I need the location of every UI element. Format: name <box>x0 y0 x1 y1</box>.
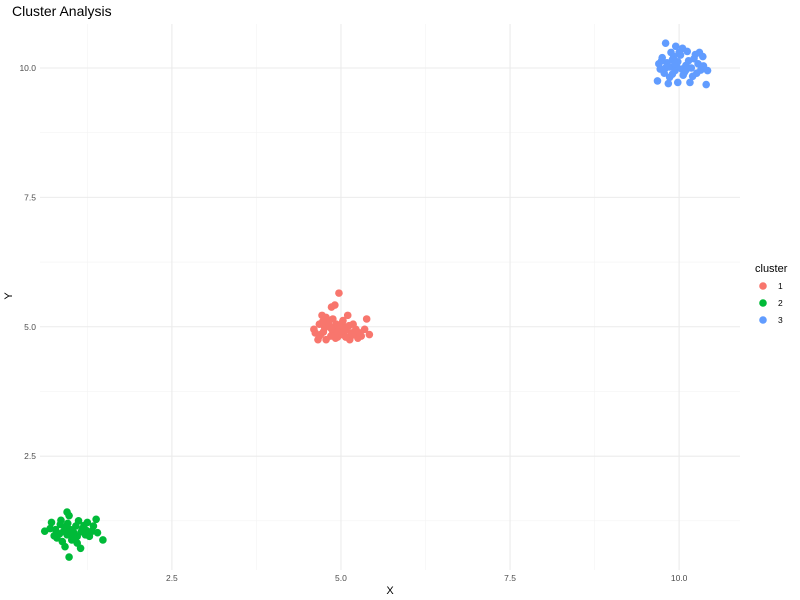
data-point <box>65 553 73 561</box>
data-point <box>89 522 98 530</box>
data-point <box>93 528 102 537</box>
data-point <box>63 519 72 528</box>
data-point <box>327 303 336 311</box>
data-point <box>331 334 340 342</box>
y-tick-label: 5.0 <box>24 322 36 332</box>
data-point <box>327 325 336 333</box>
x-tick-label: 7.5 <box>504 573 516 583</box>
data-point <box>72 522 80 530</box>
legend-label: 2 <box>778 298 783 308</box>
legend-key <box>759 316 767 324</box>
data-point <box>50 532 59 540</box>
x-tick-label: 2.5 <box>166 573 178 583</box>
data-point <box>61 542 69 551</box>
data-point <box>673 78 682 87</box>
data-point <box>333 328 342 336</box>
data-point <box>699 52 707 61</box>
x-axis-ticks: 2.5 5.0 7.5 10.0 <box>166 573 688 583</box>
legend-key <box>759 282 767 290</box>
data-point <box>340 327 349 335</box>
y-axis-title: Y <box>3 292 15 300</box>
grid <box>40 24 740 570</box>
data-point <box>99 536 107 544</box>
data-point <box>365 330 374 339</box>
legend-title: cluster <box>755 263 788 275</box>
data-point <box>671 42 680 51</box>
data-point <box>341 333 350 341</box>
series-cluster-3 <box>653 39 712 89</box>
data-point <box>683 47 692 56</box>
data-point <box>356 329 364 337</box>
data-point <box>343 311 352 320</box>
data-point <box>336 321 345 330</box>
data-point <box>315 332 324 340</box>
legend-label: 3 <box>778 315 783 325</box>
data-point <box>345 321 353 330</box>
data-point <box>46 524 54 533</box>
y-tick-label: 2.5 <box>24 451 36 461</box>
x-tick-label: 10.0 <box>671 573 688 583</box>
legend: cluster 1 2 3 <box>755 263 788 325</box>
x-tick-label: 5.0 <box>335 573 347 583</box>
data-point <box>665 73 674 82</box>
data-point <box>657 56 666 65</box>
data-point <box>362 315 371 323</box>
data-point <box>661 39 670 47</box>
data-point <box>47 518 56 527</box>
data-point <box>348 331 357 339</box>
data-point <box>92 515 100 524</box>
data-point <box>671 60 679 68</box>
data-point <box>335 289 343 297</box>
legend-label: 1 <box>778 281 783 291</box>
data-point <box>702 80 710 89</box>
data-point <box>699 62 708 70</box>
data-point <box>682 66 690 74</box>
y-tick-label: 7.5 <box>24 192 36 202</box>
data-point <box>67 529 76 538</box>
data-point <box>653 77 662 85</box>
y-axis-ticks: 2.5 5.0 7.5 10.0 <box>19 63 36 461</box>
data-point <box>65 511 73 520</box>
data-point <box>85 532 94 541</box>
data-point <box>82 526 91 535</box>
data-point <box>688 72 697 81</box>
data-points <box>40 39 712 561</box>
data-point <box>684 56 693 65</box>
legend-key <box>759 299 767 307</box>
series-cluster-1 <box>310 289 374 344</box>
data-point <box>661 64 670 72</box>
y-tick-label: 10.0 <box>19 63 36 73</box>
x-axis-title: X <box>386 585 394 597</box>
data-point <box>664 79 673 88</box>
series-cluster-2 <box>40 508 107 561</box>
chart-title: Cluster Analysis <box>12 3 112 19</box>
data-point <box>686 78 694 87</box>
data-point <box>318 317 327 326</box>
data-point <box>691 50 700 59</box>
data-point <box>73 539 81 547</box>
data-point <box>675 48 683 57</box>
data-point <box>57 516 65 525</box>
